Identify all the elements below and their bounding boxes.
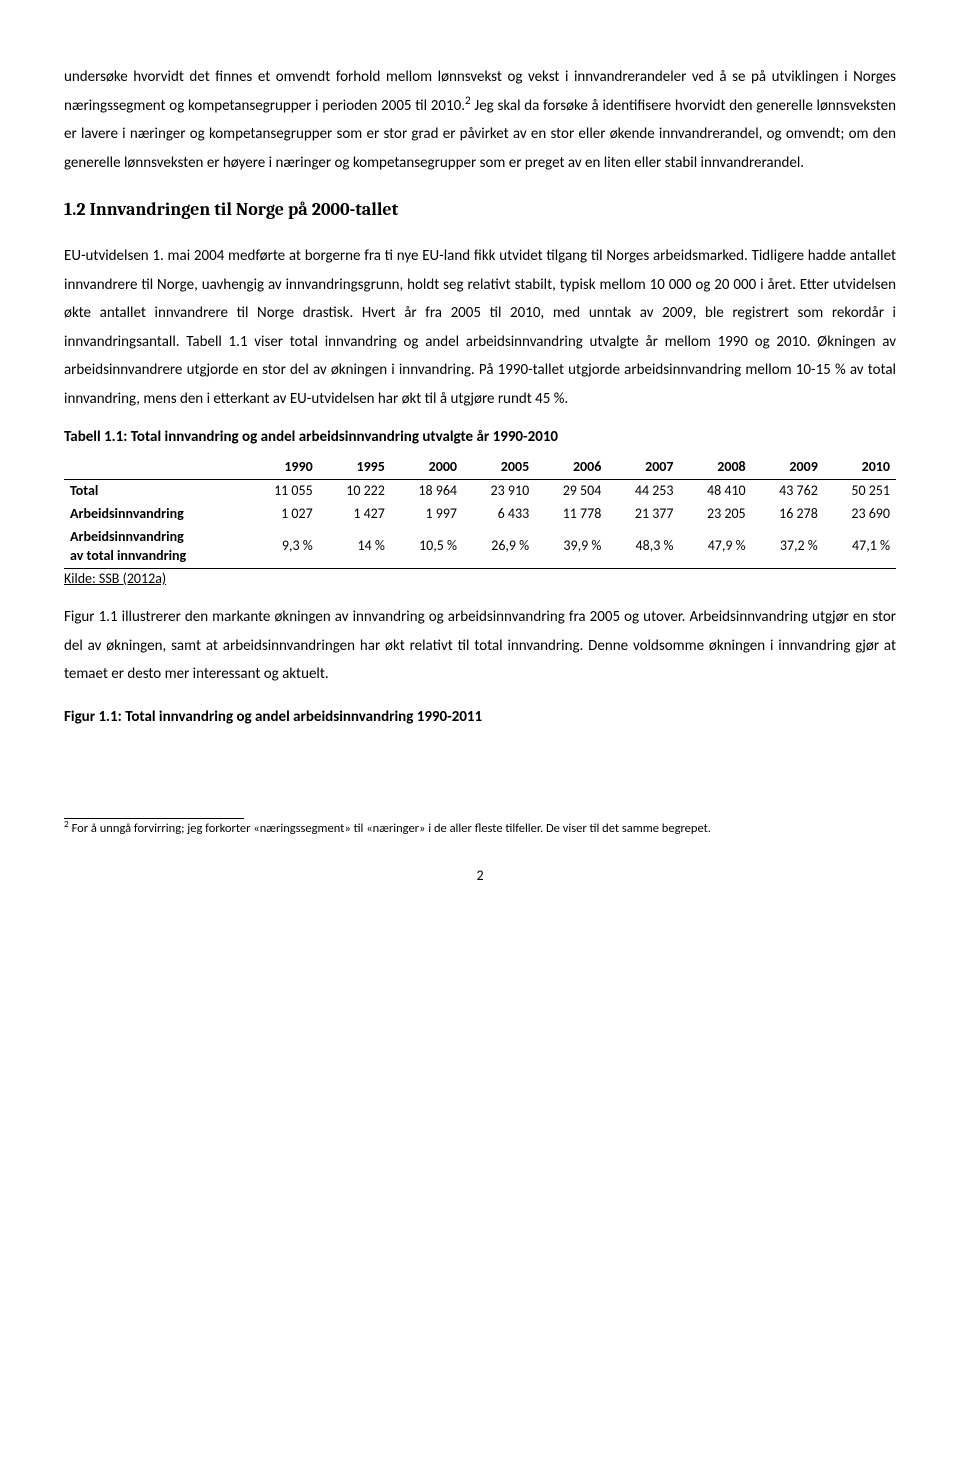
paragraph-1: undersøke hvorvidt det finnes et omvendt… (64, 63, 896, 177)
table-cell: 9,3 % (247, 526, 319, 568)
table-col-header: 2005 (463, 456, 535, 479)
table-col-header: 2009 (752, 456, 824, 479)
table-col-header: 2008 (680, 456, 752, 479)
table-col-header: 1995 (319, 456, 391, 479)
para2-text: EU-utvidelsen 1. mai 2004 medførte at bo… (64, 247, 896, 408)
table-caption: Tabell 1.1: Total innvandring og andel a… (64, 427, 896, 448)
table-row: Total11 05510 22218 96423 91029 50444 25… (64, 480, 896, 503)
table-corner (64, 456, 247, 479)
table-row-label: Arbeidsinnvandring (64, 503, 247, 526)
table-cell: 37,2 % (752, 526, 824, 568)
data-table: 199019952000200520062007200820092010 Tot… (64, 456, 896, 568)
table-cell: 10,5 % (391, 526, 463, 568)
table-source-text: Kilde: SSB (2012a) (64, 570, 166, 587)
table-col-header: 2006 (535, 456, 607, 479)
table-cell: 47,9 % (680, 526, 752, 568)
table-cell: 11 055 (247, 480, 319, 503)
table-body: Total11 05510 22218 96423 91029 50444 25… (64, 480, 896, 569)
table-cell: 11 778 (535, 503, 607, 526)
table-row: Arbeidsinnvandring1 0271 4271 9976 43311… (64, 503, 896, 526)
table-cell: 44 253 (607, 480, 679, 503)
para3-text: Figur 1.1 illustrerer den markante øknin… (64, 608, 896, 683)
table-cell: 6 433 (463, 503, 535, 526)
table-source: Kilde: SSB (2012a) (64, 569, 896, 589)
table-row: Arbeidsinnvandringav total innvandring9,… (64, 526, 896, 568)
figure-caption: Figur 1.1: Total innvandring og andel ar… (64, 707, 896, 728)
page-number-text: 2 (476, 867, 483, 884)
table-cell: 26,9 % (463, 526, 535, 568)
table-cell: 50 251 (824, 480, 896, 503)
table-cell: 18 964 (391, 480, 463, 503)
table-header-row: 199019952000200520062007200820092010 (64, 456, 896, 479)
table-cell: 23 910 (463, 480, 535, 503)
paragraph-3: Figur 1.1 illustrerer den markante øknin… (64, 603, 896, 689)
figure-caption-text: Figur 1.1: Total innvandring og andel ar… (64, 708, 482, 726)
table-col-header: 2007 (607, 456, 679, 479)
table-col-header: 1990 (247, 456, 319, 479)
table-row-label: Arbeidsinnvandringav total innvandring (64, 526, 247, 568)
heading-text: 1.2 Innvandringen til Norge på 2000-tall… (64, 199, 398, 220)
table-cell: 39,9 % (535, 526, 607, 568)
table-cell: 10 222 (319, 480, 391, 503)
table-cell: 1 027 (247, 503, 319, 526)
footnote-1: 2 For å unngå forvirring; jeg forkorter … (64, 821, 896, 837)
table-cell: 29 504 (535, 480, 607, 503)
footnote-separator (64, 818, 244, 819)
section-heading-1-2: 1.2 Innvandringen til Norge på 2000-tall… (64, 193, 896, 227)
page-number: 2 (64, 863, 896, 890)
table-cell: 48 410 (680, 480, 752, 503)
table-cell: 1 997 (391, 503, 463, 526)
table-cell: 23 205 (680, 503, 752, 526)
table-col-header: 2000 (391, 456, 463, 479)
paragraph-2: EU-utvidelsen 1. mai 2004 medførte at bo… (64, 242, 896, 413)
table-col-header: 2010 (824, 456, 896, 479)
table-cell: 47,1 % (824, 526, 896, 568)
table-cell: 14 % (319, 526, 391, 568)
table-caption-text: Tabell 1.1: Total innvandring og andel a… (64, 428, 558, 446)
table-cell: 48,3 % (607, 526, 679, 568)
table-row-label: Total (64, 480, 247, 503)
table-cell: 21 377 (607, 503, 679, 526)
footnote-text: For å unngå forvirring; jeg forkorter «n… (69, 821, 711, 836)
table-cell: 1 427 (319, 503, 391, 526)
table-cell: 43 762 (752, 480, 824, 503)
table-cell: 16 278 (752, 503, 824, 526)
table-cell: 23 690 (824, 503, 896, 526)
